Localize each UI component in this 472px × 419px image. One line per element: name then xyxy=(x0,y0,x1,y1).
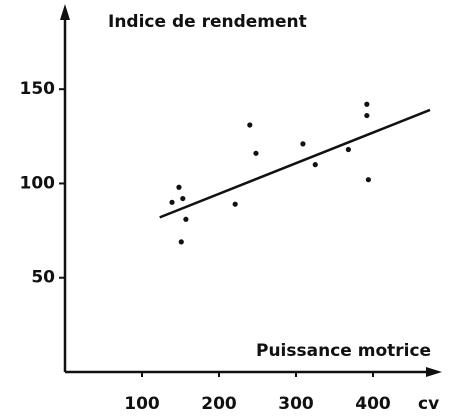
x-tick-label: 400 xyxy=(355,394,391,414)
point xyxy=(247,122,253,128)
point xyxy=(232,201,238,207)
x-tick-label: 300 xyxy=(278,394,314,414)
y-axis-label: Indice de rendement xyxy=(108,12,307,32)
point xyxy=(180,195,186,202)
y-tick-label: 100 xyxy=(20,173,56,193)
point xyxy=(365,177,371,183)
point xyxy=(364,101,370,107)
trend-line xyxy=(159,108,431,219)
x-axis-label: Puissance motrice xyxy=(256,341,431,361)
point xyxy=(364,112,370,119)
point xyxy=(345,146,351,153)
x-tick-label: 200 xyxy=(201,394,237,414)
point xyxy=(300,141,306,147)
y-arrow xyxy=(60,4,70,20)
x-arrow xyxy=(426,367,442,377)
y-tick-label: 150 xyxy=(20,79,56,99)
x-unit: cv xyxy=(418,394,439,414)
point xyxy=(253,150,259,156)
point xyxy=(183,216,189,222)
point xyxy=(312,162,318,168)
point xyxy=(178,239,184,245)
point xyxy=(169,199,175,205)
y-tick-label: 50 xyxy=(31,268,55,288)
x-tick-label: 100 xyxy=(124,394,160,414)
point xyxy=(176,184,182,190)
